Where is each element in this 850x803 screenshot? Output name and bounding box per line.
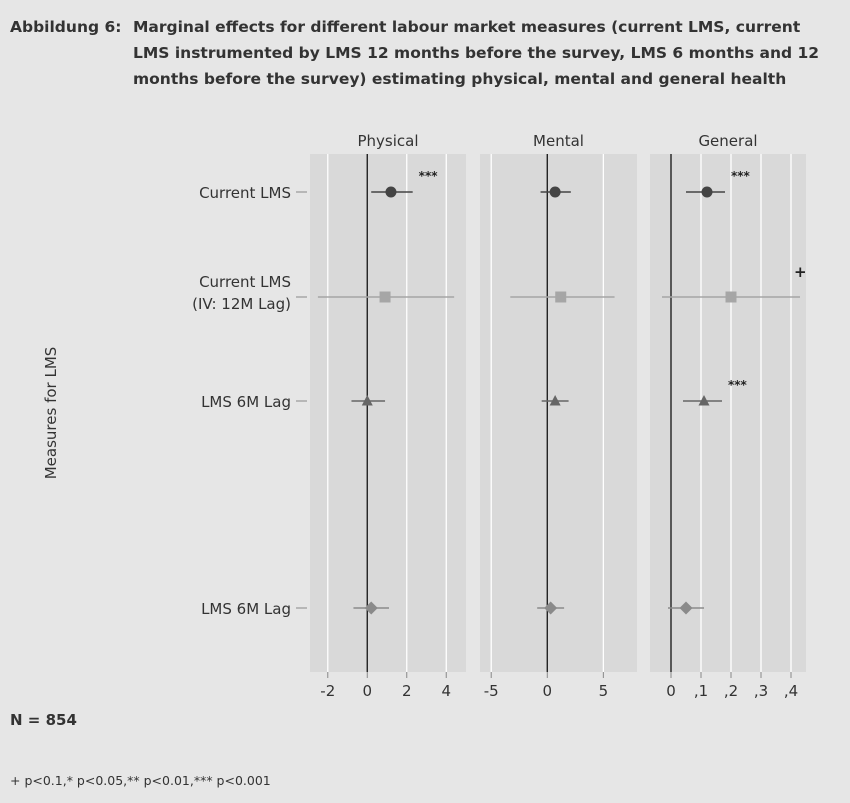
point-estimate-square (379, 291, 391, 303)
point-estimate-diamond (544, 601, 558, 615)
y-axis-label: Measures for LMS (42, 347, 60, 480)
point-estimate-circle (385, 186, 397, 198)
x-tick-label: 0 (666, 682, 676, 700)
x-tick-label: -5 (484, 682, 499, 700)
x-tick-label: 0 (543, 682, 553, 700)
panel-background (650, 154, 806, 672)
sample-size: N = 854 (10, 711, 77, 729)
point-estimate-square (725, 291, 737, 303)
x-tick-label: -2 (320, 682, 335, 700)
point-estimate-circle (549, 186, 561, 198)
x-tick-label: 0 (362, 682, 372, 700)
panel-background (480, 154, 637, 672)
x-tick-label: ,4 (784, 682, 798, 700)
significance-marker: *** (731, 169, 751, 183)
x-tick-label: 2 (402, 682, 412, 700)
x-tick-label: ,3 (754, 682, 768, 700)
x-tick-label: ,2 (724, 682, 738, 700)
row-label: LMS 6M Lag (201, 393, 291, 411)
point-estimate-diamond (679, 601, 693, 615)
figure-caption-text: Marginal effects for different labour ma… (133, 18, 820, 88)
x-tick-label: 5 (599, 682, 609, 700)
point-estimate-square (555, 291, 567, 303)
significance-marker: *** (728, 378, 748, 392)
row-label: Current LMS (199, 273, 291, 291)
x-tick-label: 4 (441, 682, 451, 700)
coefficient-plot: Measures for LMS Current LMS Current LMS (I… (42, 132, 807, 700)
point-estimate-circle (701, 186, 713, 198)
panel-title: Mental (533, 132, 584, 150)
point-estimate-triangle (549, 395, 561, 406)
point-estimate-diamond (364, 601, 378, 615)
row-label: LMS 6M Lag (201, 600, 291, 618)
panel-title: Physical (357, 132, 418, 150)
significance-marker: *** (419, 169, 439, 183)
significance-marker: + (794, 263, 807, 281)
row-label: (IV: 12M Lag) (192, 295, 291, 313)
figure-caption-label: Abbildung 6: (10, 18, 122, 36)
row-label: Current LMS (199, 184, 291, 202)
significance-footnote: + p<0.1,* p<0.05,** p<0.01,*** p<0.001 (10, 773, 271, 788)
panel-background (310, 154, 466, 672)
point-estimate-triangle (698, 395, 710, 406)
panel-title: General (698, 132, 757, 150)
x-tick-label: ,1 (694, 682, 708, 700)
point-estimate-triangle (361, 395, 373, 406)
